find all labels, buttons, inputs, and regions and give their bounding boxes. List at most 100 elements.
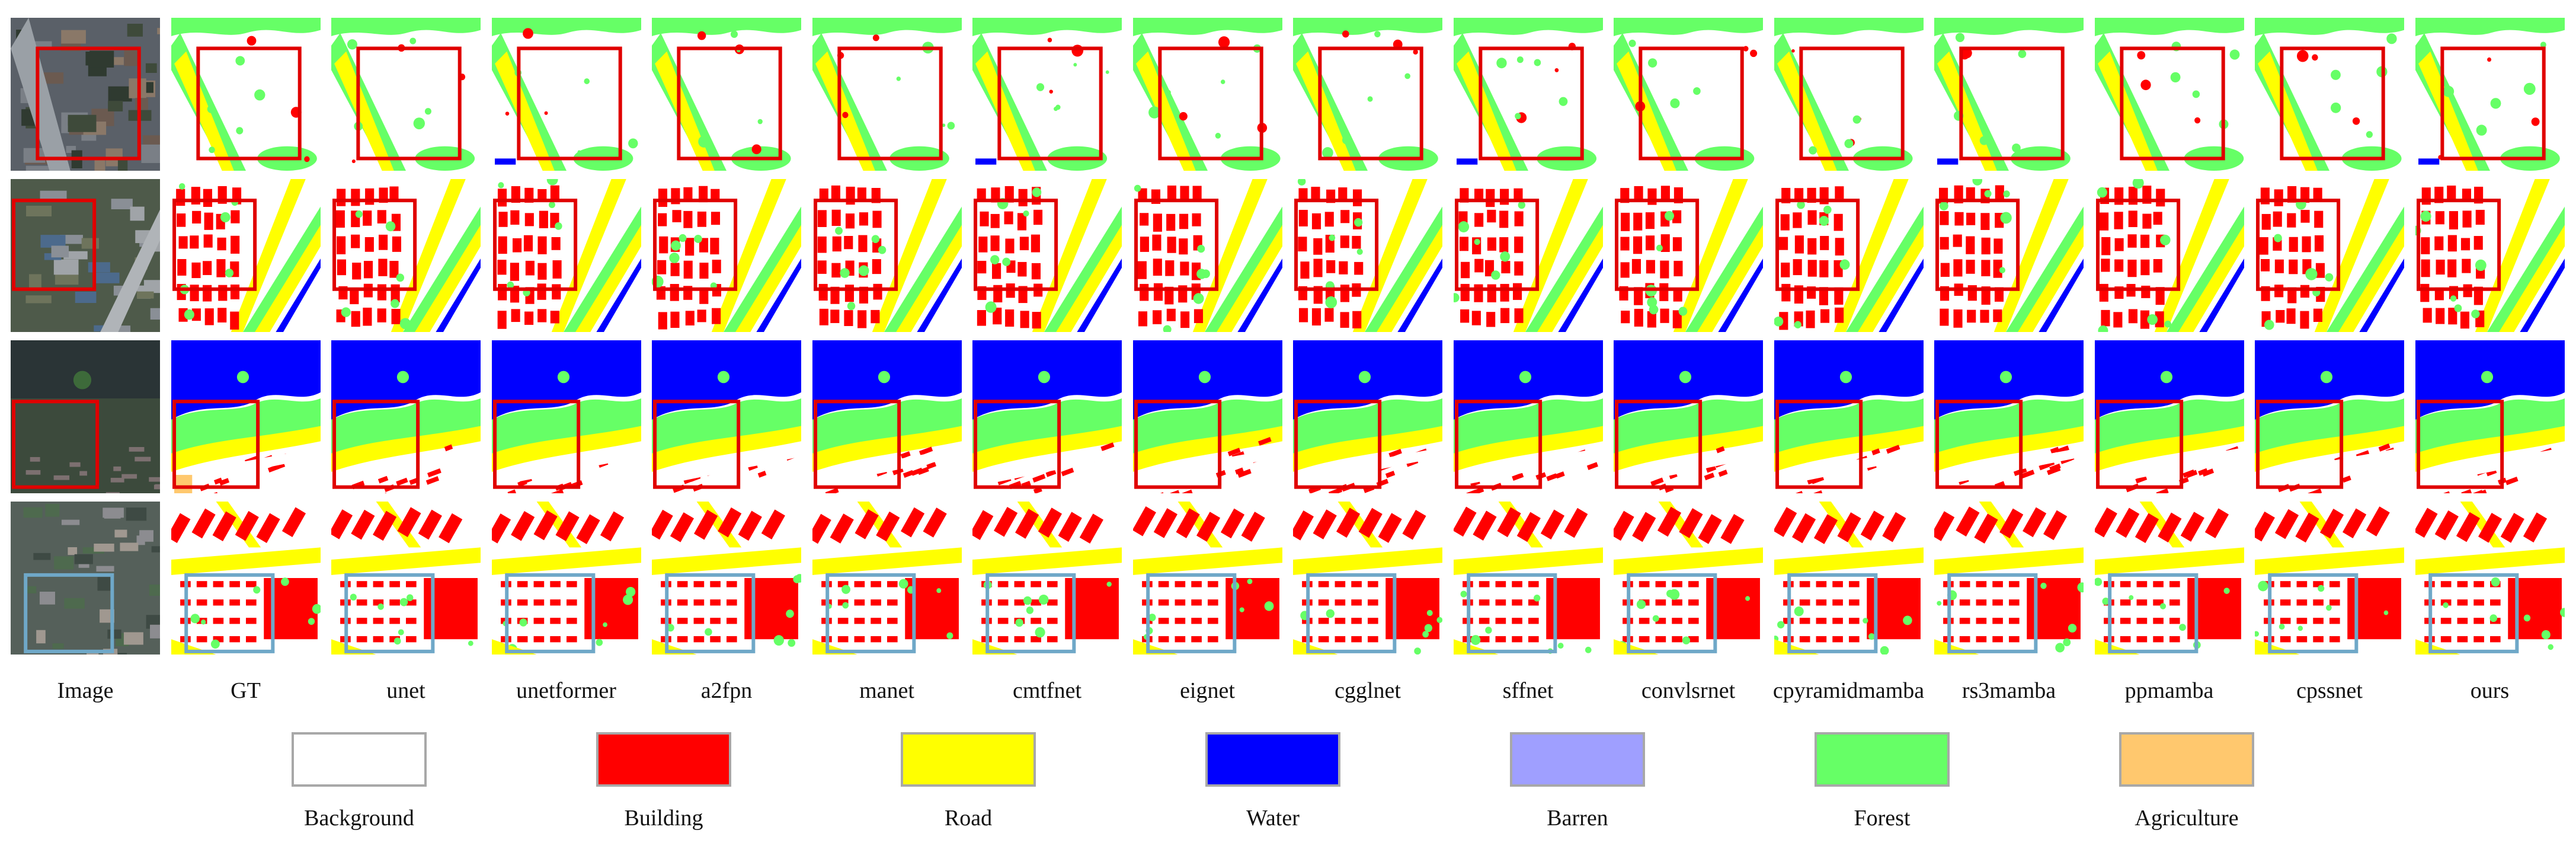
row-scene-4-a2fpn-svg	[652, 502, 801, 655]
row-scene-2-unetformer-svg	[491, 179, 641, 332]
row-scene-4-Image-svg	[11, 502, 160, 655]
focus-box	[174, 200, 255, 289]
row-scene-1-cgglnet-map	[1293, 18, 1442, 171]
column-label-sffnet: sffnet	[1502, 678, 1554, 703]
focus-box	[1640, 49, 1742, 159]
row-scene-4-cgglnet-svg	[1293, 502, 1442, 655]
column-label-rs3mamba: rs3mamba	[1961, 678, 2056, 703]
row-scene-4-GT-svg	[171, 502, 321, 655]
focus-box	[1160, 49, 1261, 159]
row-scene-2-a2fpn-svg	[652, 179, 801, 332]
row-scene-4-convlsrnet-map	[1614, 502, 1763, 655]
focus-box	[679, 49, 780, 159]
focus-box	[655, 401, 738, 487]
row-scene-2-manet-map	[812, 179, 962, 332]
row-scene-3-unet-svg	[331, 340, 481, 493]
legend-label-building: Building	[624, 806, 703, 831]
focus-box	[1628, 575, 1715, 652]
focus-box	[334, 401, 418, 487]
column-label-ppmamba: ppmamba	[2124, 678, 2214, 703]
focus-box	[1617, 200, 1697, 289]
row-scene-1-unet-svg	[331, 18, 481, 171]
row-scene-2-GT-svg	[171, 179, 321, 332]
row-scene-2-eignet-svg	[1132, 179, 1282, 332]
column-label-ours: ours	[2470, 678, 2510, 703]
row-scene-4-manet-map	[812, 502, 962, 655]
row-scene-3-eignet-svg	[1132, 340, 1282, 493]
focus-box	[186, 575, 273, 652]
row-scene-3-cmtfnet-map	[972, 340, 1122, 493]
row-scene-4-rs3mamba-map	[1934, 502, 2084, 655]
focus-box	[1296, 200, 1377, 289]
row-scene-1-sffnet-map	[1453, 18, 1603, 171]
legend-label-barren: Barren	[1547, 806, 1608, 831]
row-scene-4-ppmamba-svg	[2094, 502, 2244, 655]
column-label-cpyramidmamba: cpyramidmamba	[1772, 678, 1925, 703]
legend-swatch-forest	[1815, 732, 1950, 787]
focus-box	[2121, 49, 2223, 159]
row-scene-1-GT-svg	[171, 18, 321, 171]
focus-box	[987, 575, 1074, 652]
focus-box	[1457, 200, 1537, 289]
row-scene-1-cmtfnet-map	[972, 18, 1122, 171]
row-scene-1-cgglnet-svg	[1293, 18, 1442, 171]
focus-box	[1296, 401, 1380, 487]
row-scene-2-cgglnet-svg	[1293, 179, 1442, 332]
focus-box	[198, 49, 299, 159]
row-scene-2-GT-map	[171, 179, 321, 332]
row-scene-2-sffnet-svg	[1453, 179, 1603, 332]
column-label-GT: GT	[231, 678, 261, 703]
row-scene-4-cgglnet-map	[1293, 502, 1442, 655]
row-scene-4-sffnet-map	[1453, 502, 1603, 655]
row-scene-3-a2fpn-map	[652, 340, 801, 493]
row-scene-4-sffnet-svg	[1453, 502, 1603, 655]
row-scene-4-unetformer-map	[491, 502, 641, 655]
row-scene-2-eignet-map	[1132, 179, 1282, 332]
row-scene-2-sffnet-map	[1453, 179, 1603, 332]
focus-box	[1949, 575, 2036, 652]
row-scene-4-ours-svg	[2415, 502, 2565, 655]
row-scene-2-cpssnet-map	[2255, 179, 2404, 332]
focus-box	[519, 49, 620, 159]
column-label-unet: unet	[386, 678, 425, 703]
column-label-convlsrnet: convlsrnet	[1641, 678, 1736, 703]
focus-box	[2442, 49, 2543, 159]
row-scene-3-ppmamba-map	[2094, 340, 2244, 493]
row-scene-2-convlsrnet-svg	[1614, 179, 1763, 332]
row-scene-3-sffnet-svg	[1453, 340, 1603, 493]
row-scene-2-rs3mamba-map	[1934, 179, 2084, 332]
focus-box	[1961, 49, 2062, 159]
row-scene-4-rs3mamba-svg	[1934, 502, 2084, 655]
focus-box	[1148, 575, 1234, 652]
row-scene-1-a2fpn-svg	[652, 18, 801, 171]
focus-box	[1136, 401, 1220, 487]
row-scene-2-cmtfnet-svg	[972, 179, 1122, 332]
legend-swatch-building	[596, 732, 731, 787]
legend-swatch-road	[901, 732, 1036, 787]
row-scene-4-unet-map	[331, 502, 481, 655]
comparison-grid	[11, 18, 2565, 655]
row-scene-4-eignet-map	[1132, 502, 1282, 655]
row-scene-2-unetformer-map	[491, 179, 641, 332]
row-scene-1-unetformer-map	[491, 18, 641, 171]
row-scene-3-convlsrnet-map	[1614, 340, 1763, 493]
row-scene-1-eignet-svg	[1132, 18, 1282, 171]
focus-box	[358, 49, 459, 159]
column-label-Image: Image	[57, 678, 114, 703]
row-scene-1-cmtfnet-svg	[972, 18, 1122, 171]
focus-box	[14, 200, 94, 289]
row-scene-1-cpssnet-map	[2255, 18, 2404, 171]
focus-box	[334, 200, 415, 289]
focus-box	[1308, 575, 1394, 652]
row-scene-2-a2fpn-map	[652, 179, 801, 332]
focus-box	[1617, 401, 1700, 487]
row-scene-3-Image-svg	[11, 340, 160, 493]
row-scene-3-cpssnet-svg	[2255, 340, 2404, 493]
row-scene-1-rs3mamba-svg	[1934, 18, 2084, 171]
row-scene-1-sffnet-svg	[1453, 18, 1603, 171]
row-scene-3-unet-map	[331, 340, 481, 493]
row-scene-3-cpyramidmamba-map	[1774, 340, 1924, 493]
row-scene-2-Image-map	[11, 179, 160, 332]
focus-box	[2098, 401, 2181, 487]
row-scene-3-Image-map	[11, 340, 160, 493]
